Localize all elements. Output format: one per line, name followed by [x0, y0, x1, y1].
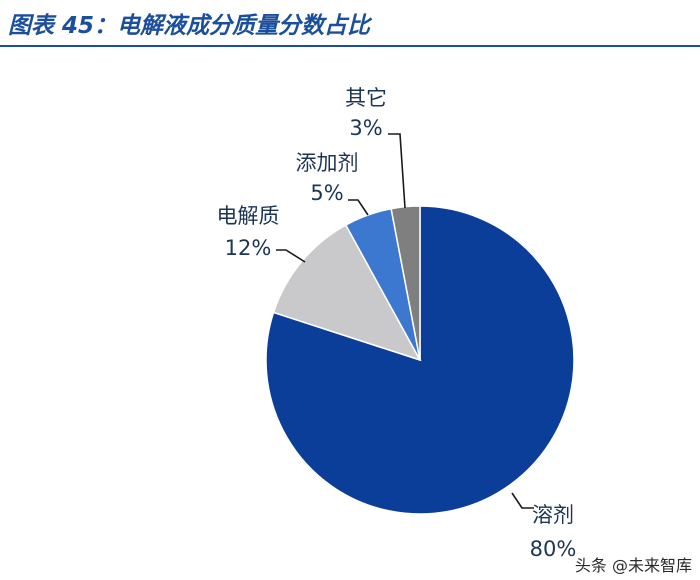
slice-value-label: 12%	[225, 236, 272, 260]
leader-line-2	[276, 249, 306, 263]
leader-lines	[276, 133, 534, 509]
watermark: 头条 @未来智库	[574, 556, 692, 575]
leader-line-3	[348, 199, 369, 216]
leader-line-1	[511, 492, 534, 509]
chart-header: 图表 45：电解液成分质量分数占比	[0, 0, 700, 50]
chart-title: 图表 45：电解液成分质量分数占比	[8, 13, 371, 39]
title-underline	[0, 45, 700, 47]
pie-slices	[265, 205, 575, 515]
slice-name-label: 溶剂	[532, 503, 574, 527]
slice-value-label: 5%	[310, 181, 343, 205]
slice-name-label: 电解质	[217, 204, 280, 228]
slice-name-label: 添加剂	[296, 151, 359, 175]
leader-line-4	[388, 133, 406, 209]
pie-slice-2	[272, 224, 422, 362]
slice-value-label: 80%	[530, 537, 577, 561]
slice-value-label: 3%	[349, 116, 382, 140]
slice-name-label: 其它	[345, 86, 387, 110]
slice-labels: 溶剂 80% 电解质 12% 添加剂 5% 其它 3%	[217, 86, 577, 561]
